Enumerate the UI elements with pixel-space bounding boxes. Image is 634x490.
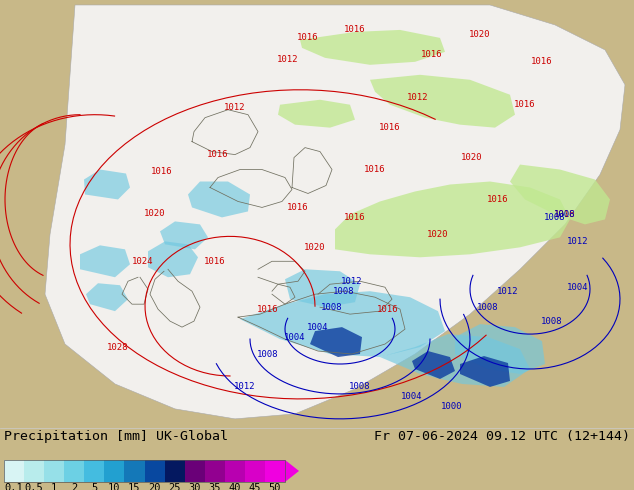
Text: 15: 15 <box>128 484 141 490</box>
Bar <box>84 460 105 482</box>
Polygon shape <box>84 170 130 199</box>
Text: 20: 20 <box>148 484 161 490</box>
Text: 1016: 1016 <box>554 210 576 219</box>
Bar <box>265 460 285 482</box>
Polygon shape <box>45 5 625 419</box>
Text: 1020: 1020 <box>145 209 165 218</box>
Text: 0.5: 0.5 <box>25 484 44 490</box>
Text: 1016: 1016 <box>531 57 553 66</box>
Text: 1016: 1016 <box>379 123 401 132</box>
Polygon shape <box>148 242 198 277</box>
Text: 1016: 1016 <box>204 257 226 266</box>
Text: 1008: 1008 <box>257 349 279 359</box>
Bar <box>64 460 84 482</box>
Polygon shape <box>510 165 610 224</box>
Text: 1020: 1020 <box>462 153 482 162</box>
Polygon shape <box>0 5 120 95</box>
Text: 10: 10 <box>108 484 120 490</box>
Text: 1: 1 <box>51 484 57 490</box>
Polygon shape <box>370 75 515 128</box>
Text: 1008: 1008 <box>541 317 563 326</box>
Text: 1016: 1016 <box>421 50 443 59</box>
Text: 40: 40 <box>229 484 241 490</box>
Text: 1012: 1012 <box>341 277 363 286</box>
Bar <box>24 460 44 482</box>
Bar <box>184 460 205 482</box>
Bar <box>225 460 245 482</box>
Text: 1028: 1028 <box>107 343 129 351</box>
Text: 1008: 1008 <box>333 287 355 295</box>
Polygon shape <box>86 283 128 311</box>
Polygon shape <box>455 324 545 374</box>
Bar <box>4 460 24 482</box>
Text: 25: 25 <box>169 484 181 490</box>
Text: 45: 45 <box>249 484 261 490</box>
Polygon shape <box>380 334 530 387</box>
Text: 1008: 1008 <box>477 303 499 312</box>
Bar <box>245 460 265 482</box>
Bar <box>205 460 225 482</box>
Text: Fr 07-06-2024 09.12 UTC (12+144): Fr 07-06-2024 09.12 UTC (12+144) <box>374 430 630 443</box>
Text: 1020: 1020 <box>469 30 491 39</box>
Bar <box>145 460 165 482</box>
Bar <box>105 460 124 482</box>
Polygon shape <box>285 460 299 482</box>
Text: 1012: 1012 <box>407 93 429 102</box>
Polygon shape <box>335 181 570 257</box>
Bar <box>124 460 145 482</box>
Text: 1020: 1020 <box>304 243 326 252</box>
Text: 1016: 1016 <box>207 150 229 159</box>
Text: 1016: 1016 <box>287 203 309 212</box>
Text: 1016: 1016 <box>344 213 366 222</box>
Text: 1016: 1016 <box>365 165 385 174</box>
Text: 1012: 1012 <box>567 237 589 246</box>
Text: 1000: 1000 <box>441 402 463 412</box>
Text: 1008: 1008 <box>321 303 343 312</box>
Polygon shape <box>240 291 445 357</box>
Text: 1004: 1004 <box>567 283 589 292</box>
Text: 1004: 1004 <box>307 322 329 332</box>
Text: 50: 50 <box>269 484 281 490</box>
Text: 2: 2 <box>71 484 77 490</box>
Text: 1004: 1004 <box>401 392 423 401</box>
Polygon shape <box>188 181 250 218</box>
Text: 1024: 1024 <box>133 257 154 266</box>
Text: 1012: 1012 <box>277 55 299 64</box>
Text: 1016: 1016 <box>297 33 319 43</box>
Bar <box>44 460 64 482</box>
Text: 1016: 1016 <box>377 305 399 314</box>
Text: 1008: 1008 <box>554 210 576 219</box>
Text: 5: 5 <box>91 484 98 490</box>
Polygon shape <box>412 351 455 379</box>
Polygon shape <box>300 30 445 65</box>
Text: 1012: 1012 <box>497 287 519 295</box>
Text: 1012: 1012 <box>224 103 246 112</box>
Text: 35: 35 <box>209 484 221 490</box>
Polygon shape <box>310 327 362 357</box>
Polygon shape <box>160 221 208 249</box>
Text: 1020: 1020 <box>427 230 449 239</box>
Text: 1004: 1004 <box>284 333 306 342</box>
Text: 1016: 1016 <box>152 167 172 176</box>
Text: Precipitation [mm] UK-Global: Precipitation [mm] UK-Global <box>4 430 228 443</box>
Text: 1016: 1016 <box>257 305 279 314</box>
Bar <box>4 460 285 482</box>
Text: 0.1: 0.1 <box>4 484 23 490</box>
Polygon shape <box>80 245 130 277</box>
Bar <box>165 460 184 482</box>
Text: 1008: 1008 <box>349 383 371 392</box>
Text: 1008: 1008 <box>544 213 566 222</box>
Polygon shape <box>278 100 355 128</box>
Text: 30: 30 <box>188 484 201 490</box>
Text: 1016: 1016 <box>488 195 508 204</box>
Text: 1016: 1016 <box>344 25 366 34</box>
Polygon shape <box>460 356 510 387</box>
Polygon shape <box>285 270 360 307</box>
Text: 1012: 1012 <box>234 383 256 392</box>
Text: 1016: 1016 <box>514 100 536 109</box>
